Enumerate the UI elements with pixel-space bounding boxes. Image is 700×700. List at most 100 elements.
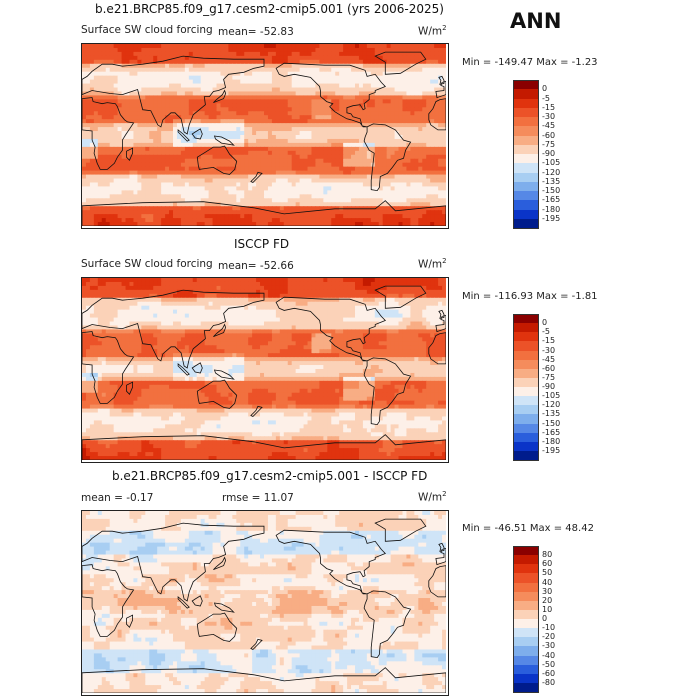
field-cell	[145, 127, 150, 132]
field-cell	[117, 119, 123, 124]
field-cell	[244, 297, 249, 303]
field-cell	[141, 99, 146, 104]
field-cell	[267, 95, 273, 100]
field-cell	[224, 51, 229, 57]
field-cell	[319, 297, 324, 303]
field-cell	[117, 103, 123, 108]
field-cell	[366, 301, 372, 307]
field-cell	[232, 222, 237, 226]
field-cell	[208, 285, 214, 291]
field-cell	[343, 75, 348, 81]
field-cell	[394, 67, 400, 73]
field-cell	[180, 75, 186, 81]
field-cell	[145, 154, 150, 160]
field-cell	[157, 135, 162, 140]
field-cell	[208, 123, 214, 128]
field-cell	[434, 297, 439, 303]
field-cell	[165, 198, 170, 203]
field-cell	[275, 115, 281, 120]
field-cell	[307, 174, 313, 180]
field-cell	[283, 63, 289, 69]
field-cell	[113, 293, 119, 299]
field-cell	[260, 222, 265, 226]
field-cell	[93, 150, 99, 156]
field-cell	[125, 107, 131, 112]
field-cell	[145, 91, 150, 97]
field-cell	[133, 55, 138, 61]
field-cell	[97, 289, 103, 295]
field-cell	[307, 83, 313, 89]
field-cell	[291, 158, 297, 164]
field-cell	[153, 131, 158, 136]
field-cell	[311, 178, 317, 184]
field-cell	[264, 206, 269, 211]
field-cell	[109, 44, 115, 49]
field-cell	[358, 301, 364, 307]
field-cell	[129, 301, 135, 307]
field-cell	[355, 47, 360, 53]
field-cell	[137, 158, 142, 164]
field-cell	[184, 222, 190, 226]
field-cell	[141, 305, 146, 311]
field-cell	[291, 222, 297, 226]
field-cell	[224, 289, 229, 295]
field-cell	[161, 190, 166, 195]
field-cell	[426, 146, 431, 152]
field-cell	[212, 83, 218, 89]
field-cell	[299, 194, 305, 199]
field-cell	[85, 71, 91, 77]
field-cell	[141, 123, 146, 128]
field-cell	[267, 150, 273, 156]
field-cell	[264, 154, 269, 160]
colorbar-tick-label: -135	[542, 176, 561, 186]
field-cell	[121, 55, 127, 61]
field-cell	[370, 135, 376, 140]
field-cell	[323, 218, 328, 223]
field-cell	[240, 91, 245, 97]
field-cell	[366, 107, 372, 112]
field-cell	[109, 119, 115, 124]
field-cell	[422, 190, 427, 195]
field-cell	[438, 131, 443, 136]
field-cell	[105, 162, 111, 168]
field-cell	[366, 111, 372, 116]
field-cell	[394, 202, 400, 207]
field-cell	[224, 71, 229, 77]
field-cell	[418, 285, 423, 291]
field-cell	[335, 67, 340, 73]
field-cell	[406, 297, 411, 303]
field-cell	[176, 170, 182, 176]
field-cell	[220, 44, 226, 49]
field-cell	[165, 206, 170, 211]
field-cell	[161, 107, 166, 112]
field-cell	[319, 158, 324, 164]
field-cell	[145, 218, 150, 223]
colorbar-swatch	[513, 107, 539, 118]
field-cell	[434, 79, 439, 85]
field-cell	[303, 67, 309, 73]
field-cell	[386, 55, 392, 61]
field-cell	[145, 182, 150, 188]
field-cell	[141, 218, 146, 223]
field-cell	[374, 83, 380, 89]
field-cell	[169, 154, 174, 160]
field-cell	[438, 67, 443, 73]
field-cell	[188, 178, 194, 184]
field-cell	[319, 103, 324, 108]
field-cell	[220, 150, 226, 156]
field-cell	[406, 174, 411, 180]
field-cell	[434, 166, 439, 172]
field-cell	[256, 71, 261, 77]
field-cell	[208, 95, 214, 100]
field-cell	[228, 99, 233, 104]
field-cell	[192, 182, 198, 188]
field-cell	[418, 71, 423, 77]
field-cell	[232, 127, 237, 132]
field-cell	[105, 119, 111, 124]
field-cell	[200, 63, 206, 69]
field-cell	[169, 71, 174, 77]
field-cell	[133, 289, 138, 295]
field-cell	[97, 131, 103, 136]
field-cell	[200, 154, 206, 160]
field-cell	[184, 154, 190, 160]
